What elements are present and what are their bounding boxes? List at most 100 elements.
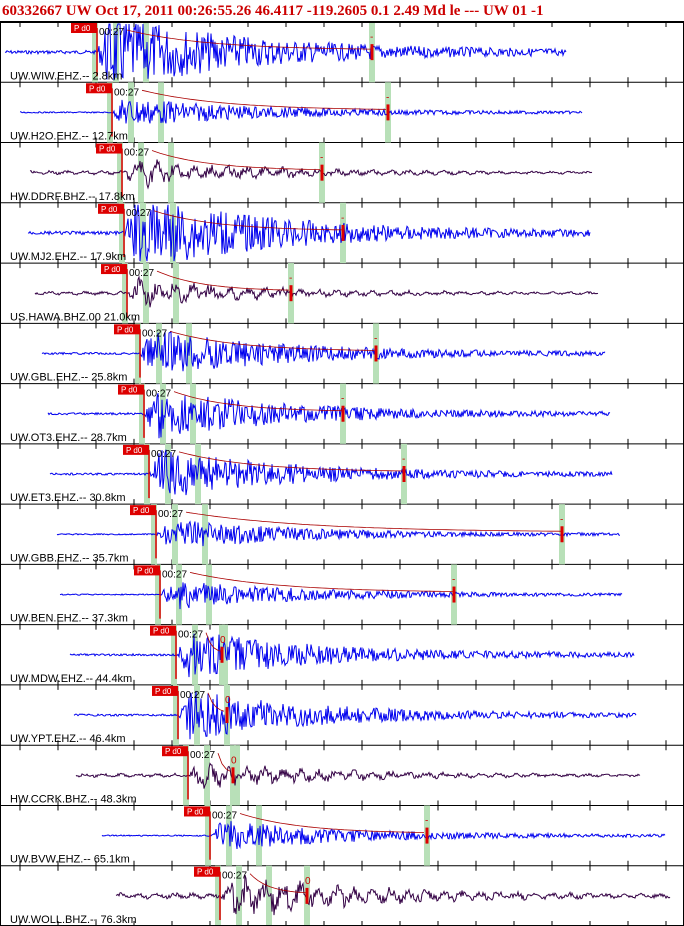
duration-marker-label: -: [425, 816, 428, 827]
arrival-window: [119, 202, 125, 264]
waveform: [59, 582, 623, 610]
p-pick-label: P d0: [74, 24, 91, 33]
arrival-window: [234, 745, 240, 806]
station-label: HW.DDRF.BHZ.-- 17.8km: [10, 191, 135, 203]
coda-curve: [217, 753, 231, 772]
p-pick-box: [71, 23, 97, 33]
arrival-window: [144, 443, 150, 505]
arrival-window: [205, 805, 211, 866]
arrival-window: [117, 142, 123, 203]
coda-curve: [173, 391, 343, 412]
duration-marker-label: -: [386, 92, 389, 103]
trace-panel: P d0 00:27 - UW.GBL.EHZ.-- 25.8km: [0, 323, 684, 385]
trace-panel: P d0 00:27 - US.HAWA.BHZ.00 21.0km: [0, 263, 684, 324]
p-pick-label: P d0: [153, 627, 170, 636]
time-tick-label: 00:27: [162, 569, 187, 580]
p-pick-box: [86, 83, 112, 94]
p-pick-box: [194, 866, 220, 877]
arrival-window: [236, 865, 242, 926]
p-pick-box: [152, 685, 178, 696]
time-tick-label: 00:27: [114, 87, 139, 98]
coda-curve: [239, 813, 424, 833]
station-label: UW.BVW.EHZ.-- 65.1km: [10, 854, 130, 866]
duration-marker-label: 0: [220, 635, 226, 646]
station-label: UW.OT3.EHZ.-- 28.7km: [10, 432, 127, 444]
coda-curve: [153, 210, 343, 231]
p-pick-label: P d0: [117, 325, 134, 334]
time-tick-label: 00:27: [158, 509, 183, 520]
p-pick-box: [150, 625, 176, 636]
arrival-window: [143, 263, 149, 324]
duration-marker-label: -: [289, 273, 292, 284]
arrival-window: [206, 564, 212, 625]
station-label: US.HAWA.BHZ.00 21.0km: [10, 311, 140, 323]
coda-curve: [249, 873, 307, 894]
time-tick-label: 00:27: [146, 389, 171, 400]
duration-marker-label: -: [370, 32, 373, 43]
coda-curve: [169, 330, 374, 351]
station-label: UW.MJ2.EHZ.-- 17.9km: [10, 251, 126, 263]
time-tick-label: 00:27: [129, 268, 154, 279]
station-label: UW.WOLL.BHZ.-- 76.3km: [10, 914, 137, 926]
station-label: UW.H2O.EHZ.-- 12.7km: [10, 131, 128, 143]
p-pick-box: [101, 264, 127, 275]
p-pick-label: P d0: [101, 205, 118, 214]
arrival-window: [204, 745, 210, 806]
time-tick-label: 00:27: [99, 27, 124, 38]
waveform: [56, 520, 621, 547]
station-label: UW.YPT.EHZ.-- 46.4km: [10, 733, 126, 745]
p-pick-label: P d0: [89, 84, 106, 93]
p-pick-box: [96, 143, 122, 154]
waveform: [34, 275, 599, 308]
time-tick-label: 00:27: [190, 750, 215, 761]
arrival-window: [156, 323, 162, 384]
trace-panel: P d0 00:27 0 UW.YPT.EHZ.-- 46.4km: [0, 684, 684, 746]
event-header: 60332667 UW Oct 17, 2011 00:26:55.26 46.…: [0, 0, 684, 22]
station-label: UW.GBL.EHZ.-- 25.8km: [10, 372, 127, 384]
duration-marker-label: -: [341, 394, 344, 405]
waveform: [19, 99, 583, 124]
station-label: UW.MDW.EHZ.-- 44.4km: [10, 673, 132, 685]
coda-curve: [156, 270, 290, 291]
arrival-window: [143, 22, 149, 83]
arrival-window: [160, 383, 166, 444]
p-pick-box: [114, 324, 140, 335]
duration-marker-label: -: [320, 153, 323, 164]
arrival-window: [158, 82, 164, 143]
p-pick-label: P d0: [187, 807, 204, 816]
p-pick-label: P d0: [155, 687, 172, 696]
time-tick-label: 00:27: [212, 810, 237, 821]
coda-curve: [178, 451, 404, 472]
p-pick-label: P d0: [126, 446, 143, 455]
trace-panel: P d0 00:27 - UW.H2O.EHZ.-- 12.7km: [0, 82, 684, 144]
arrival-window: [122, 263, 128, 324]
duration-marker-label: -: [402, 454, 405, 465]
time-tick-label: 00:27: [126, 208, 151, 219]
coda-curve: [151, 150, 321, 170]
time-tick-label: 00:27: [222, 871, 247, 882]
p-pick-label: P d0: [104, 265, 121, 274]
trace-panel: P d0 00:27 - UW.OT3.EHZ.-- 28.7km: [0, 383, 684, 445]
p-pick-label: P d0: [137, 566, 154, 575]
time-tick-label: 00:27: [180, 690, 205, 701]
p-pick-label: P d0: [121, 386, 138, 395]
waveform: [69, 633, 635, 678]
arrival-window: [173, 263, 179, 324]
duration-marker-label: 0: [225, 695, 231, 706]
trace-panel: P d0 00:27 - UW.WIW.EHZ.-- 2.8km: [0, 22, 684, 83]
coda-curve: [207, 692, 225, 712]
station-label: UW.ET3.EHZ.-- 30.8km: [10, 492, 126, 504]
arrival-window: [138, 142, 144, 203]
waveform: [115, 875, 671, 916]
trace-panel: P d0 00:27 0 UW.MDW.EHZ.-- 44.4km: [0, 624, 684, 686]
trace-panel: P d0 00:27 - HW.DDRF.BHZ.-- 17.8km: [0, 142, 684, 204]
trace-panel: P d0 00:27 0 UW.WOLL.BHZ.-- 76.3km: [0, 865, 684, 926]
seismogram-plot: P d0 00:27 - UW.WIW.EHZ.-- 2.8km P d0 00:27 - U…: [0, 22, 684, 926]
p-pick-box: [118, 384, 144, 395]
station-label: HW.CCRK.BHZ.-- 48.3km: [10, 793, 137, 805]
waveform: [41, 330, 606, 372]
arrival-window: [113, 22, 119, 83]
coda-curve: [126, 29, 371, 50]
duration-marker-label: -: [341, 213, 344, 224]
time-tick-label: 00:27: [151, 449, 176, 460]
